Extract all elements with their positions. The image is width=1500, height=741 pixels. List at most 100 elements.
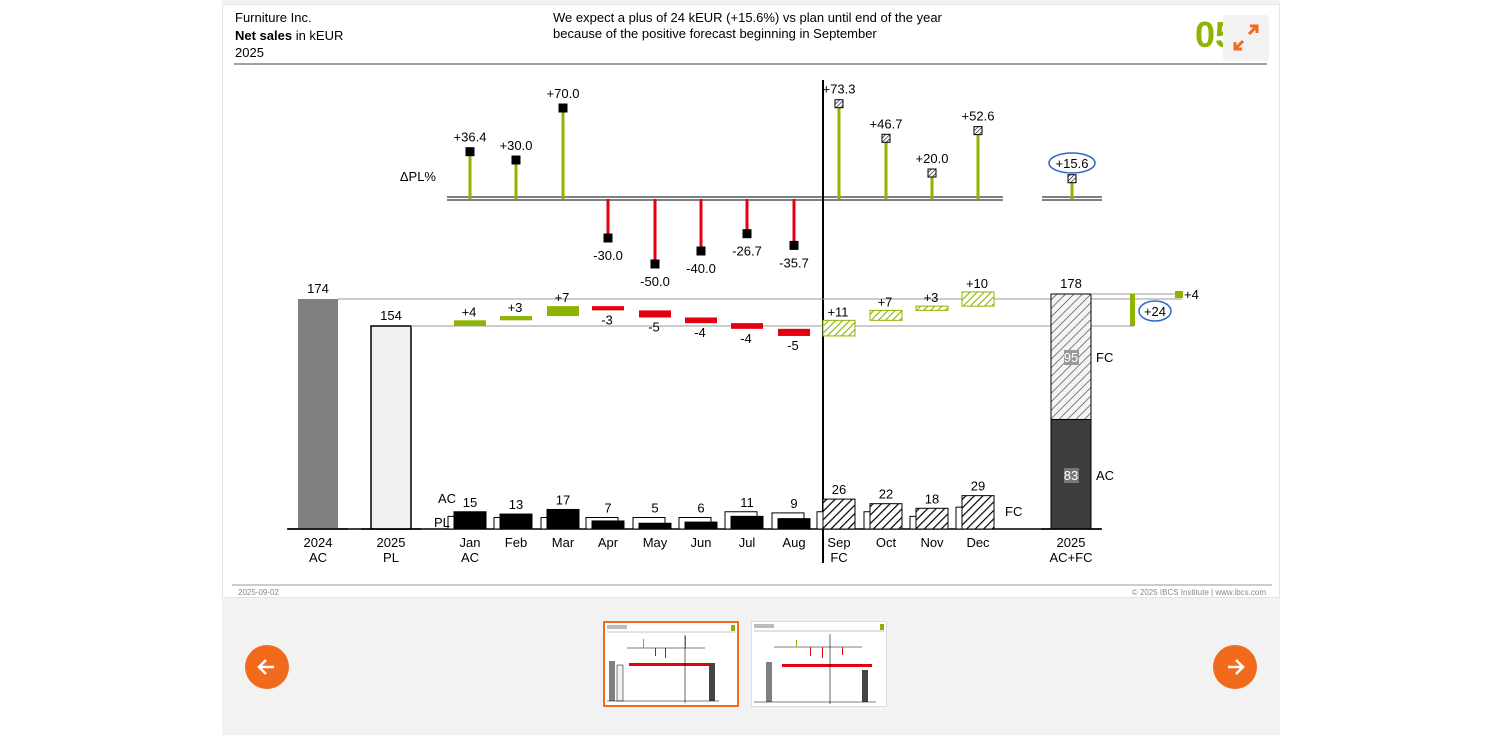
total-delta-pct-label: +15.6 [1056, 156, 1089, 171]
waterfall-delta-bar [685, 317, 717, 324]
waterfall-delta-bar [961, 291, 995, 307]
delta-pct-label: +52.6 [962, 109, 995, 124]
segment-value-fc: 95 [1064, 350, 1078, 365]
delta-pct-marker [881, 133, 891, 143]
actual-bar [777, 518, 811, 530]
delta-pct-marker [696, 246, 706, 256]
measure-title: Net sales in kEUR [235, 28, 343, 43]
slide-thumbnail-1[interactable] [603, 621, 739, 707]
slide-thumbnail-2[interactable] [751, 621, 887, 707]
forecast-bar [869, 503, 903, 530]
delta-pct-marker [927, 168, 937, 178]
delta-pct-marker [603, 233, 613, 243]
month-label: Mar [552, 535, 575, 550]
actual-bar [591, 520, 625, 530]
month-sublabel-ac: AC [461, 550, 479, 565]
delta-pct-marker [789, 240, 799, 250]
waterfall-delta-bar [454, 320, 486, 326]
total-scenario-2024: AC [309, 550, 327, 565]
total-delta-pct-marker [1067, 174, 1077, 184]
delta-pct-marker [650, 259, 660, 269]
waterfall-delta-label: -5 [787, 338, 799, 353]
waterfall-delta-bar [500, 316, 532, 321]
footer-date: 2025-09-02 [238, 588, 279, 597]
segment-label-bg-fc [1064, 350, 1079, 365]
presentation-viewer: Furniture Inc. Net sales in kEUR 2025 We… [222, 0, 1280, 735]
waterfall-delta-label: -4 [694, 325, 706, 340]
waterfall-delta-bar [731, 323, 763, 329]
measure-unit: in kEUR [292, 28, 343, 43]
bar-value-label: 7 [604, 501, 611, 516]
delta-pct-label: +46.7 [870, 116, 903, 131]
delta-pct-axis-label: ΔPL% [400, 169, 437, 184]
forecast-bar [915, 507, 949, 530]
delta-pct-marker [465, 147, 475, 157]
waterfall-delta-bar [547, 306, 579, 317]
delta-pct-marker [558, 103, 568, 113]
delta-py-bar [1175, 291, 1183, 298]
bar-value-label: 18 [925, 491, 939, 506]
total-year-2025-acfc: 2025 [1057, 535, 1086, 550]
delta-pct-label: -35.7 [779, 255, 809, 270]
delta-pct-marker [742, 229, 752, 239]
ibcs-sales-chart: Furniture Inc. Net sales in kEUR 2025 We… [232, 10, 1272, 597]
waterfall-delta-label: +11 [827, 304, 848, 319]
fullscreen-button[interactable] [1223, 15, 1269, 61]
bar-value-label: 6 [697, 501, 704, 516]
delta-pct-label: +30.0 [500, 138, 533, 153]
delta-pl-label: +24 [1144, 304, 1166, 319]
delta-pct-label: -50.0 [640, 274, 670, 289]
month-label: Dec [966, 535, 990, 550]
actual-bar [638, 522, 672, 530]
delta-pct-label: -26.7 [732, 244, 762, 259]
expand-icon [1233, 24, 1259, 51]
bar-value-label: 17 [556, 492, 570, 507]
waterfall-delta-label: +3 [924, 290, 939, 305]
actual-bar [499, 513, 533, 530]
next-slide-button[interactable] [1213, 645, 1257, 689]
delta-pct-label: +36.4 [454, 130, 487, 145]
bar-value-label: 13 [509, 497, 523, 512]
total-scenario-2025-acfc: AC+FC [1050, 550, 1093, 565]
actual-bar [730, 515, 764, 530]
total-delta-pct-highlight-ring [1048, 152, 1096, 174]
month-label: Nov [920, 535, 944, 550]
delta-pct-marker [973, 126, 983, 136]
period-year: 2025 [235, 45, 264, 60]
delta-pct-label: +20.0 [916, 151, 949, 166]
total-value-label-2025-acfc: 178 [1060, 276, 1082, 291]
message-line-1: We expect a plus of 24 kEUR (+15.6%) vs … [553, 10, 943, 25]
month-label: Feb [505, 535, 527, 550]
segment-legend-ac: AC [1096, 468, 1114, 483]
total-year-2025-pl: 2025 [377, 535, 406, 550]
month-label: May [643, 535, 668, 550]
total-scenario-2025-pl: PL [383, 550, 399, 565]
thumbnail-preview-2 [752, 622, 886, 706]
legend-fc: FC [1005, 504, 1022, 519]
bar-value-label: 5 [651, 501, 658, 516]
segment-value-ac: 83 [1064, 468, 1078, 483]
delta-pct-label: +73.3 [823, 82, 856, 97]
month-label: Jan [460, 535, 481, 550]
previous-slide-button[interactable] [245, 645, 289, 689]
delta-pl-highlight-ring [1138, 300, 1172, 322]
total-value-label-2025-pl: 154 [380, 308, 402, 323]
month-label: Jul [739, 535, 756, 550]
month-label: Jun [691, 535, 712, 550]
segment-legend-fc: FC [1096, 350, 1113, 365]
bar-value-label: 29 [971, 479, 985, 494]
delta-pct-label: -30.0 [593, 248, 623, 263]
segment-label-bg-ac [1064, 468, 1079, 483]
actual-bar [546, 508, 580, 530]
waterfall-delta-label: +7 [878, 294, 893, 309]
forecast-bar [822, 498, 856, 530]
delta-pct-marker [511, 155, 521, 165]
actual-bar [453, 511, 487, 530]
waterfall-delta-label: +4 [462, 304, 477, 319]
delta-pl-bar [1130, 294, 1135, 326]
waterfall-delta-bar [822, 319, 856, 337]
waterfall-delta-bar [639, 310, 671, 318]
bar-value-label: 26 [832, 482, 846, 497]
waterfall-delta-label: -3 [601, 312, 613, 327]
company-name: Furniture Inc. [235, 10, 312, 25]
